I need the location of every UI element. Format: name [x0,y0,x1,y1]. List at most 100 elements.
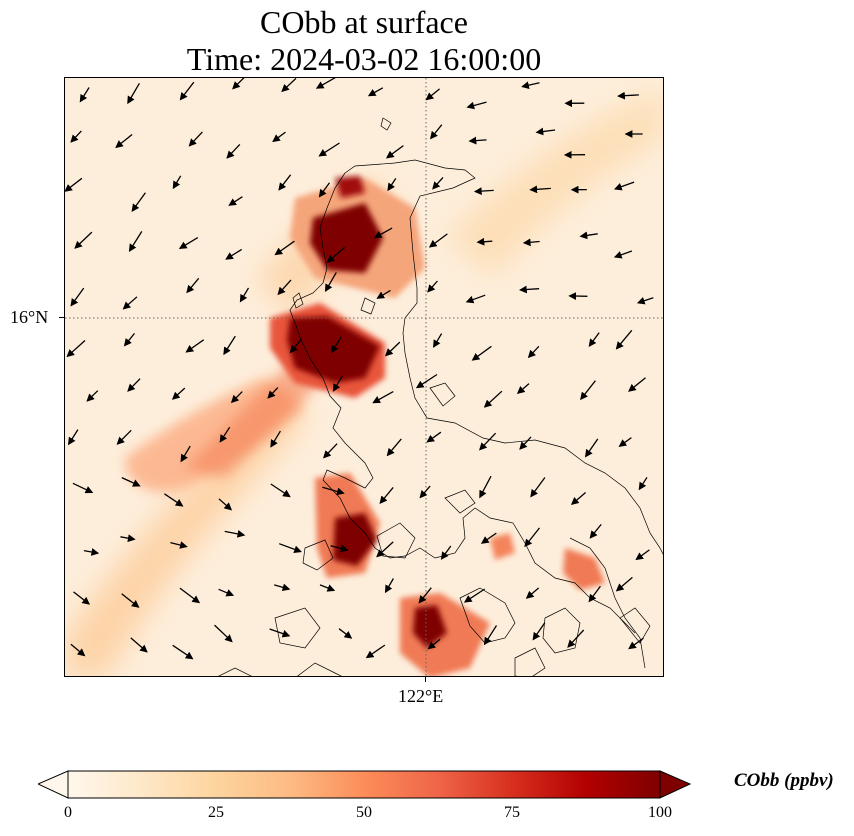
wind-arrow [628,637,644,650]
wind-arrow [425,88,441,101]
lat-tick-label: 16°N [10,307,49,327]
wind-arrow [130,637,148,653]
wind-arrow [613,181,635,191]
wind-arrow [278,543,302,554]
wind-arrow [272,131,286,143]
wind-arrow [330,336,342,354]
wind-arrow [128,231,143,253]
wind-arrow [170,541,188,549]
wind-arrow [225,248,243,260]
wind-arrow [323,443,338,459]
colorbar-extend-max [659,770,692,799]
wind-arrow [521,81,540,89]
colorbar-tick-25: 25 [208,804,224,821]
wind-arrow [584,438,599,458]
wind-arrow [269,628,291,638]
wind-arrow [65,177,83,192]
plume-east-small [490,533,515,560]
wind-arrow [270,483,291,498]
wind-arrow [516,383,530,395]
wind-arrow [483,625,498,646]
wind-arrow [318,142,340,157]
wind-vectors [65,78,654,660]
wind-arrow [529,185,551,194]
wind-arrow [224,530,246,538]
wind-arrow [636,297,654,305]
plume-south2-core [413,605,447,648]
wind-arrow [473,187,494,196]
wind-arrow [121,477,141,487]
wind-arrow [530,477,546,498]
wind-arrow [178,237,199,249]
wind-arrow [427,280,438,293]
wind-arrow [278,174,292,191]
wind-arrow [188,131,203,147]
wind-arrow [532,622,546,641]
wind-arrow [73,591,91,605]
plume-south-core [333,513,377,566]
wind-arrow [527,345,540,359]
wind-arrow [277,279,292,296]
wind-arrow [613,250,633,259]
wind-arrow [179,587,201,604]
plume-east [563,548,605,590]
wind-arrow [120,534,136,542]
wind-arrow [638,476,648,491]
wind-arrow [70,643,86,657]
wind-arrow [230,391,243,404]
colorbar-tick-0: 0 [64,804,72,821]
wind-arrow [172,644,194,660]
wind-arrow [379,486,394,505]
colorbar-extend-min [38,770,69,799]
wind-arrow [466,101,487,110]
wind-arrow [376,289,391,299]
wind-arrow [232,78,245,90]
colorbar-body [67,770,661,799]
wind-arrow [326,247,346,263]
wind-arrow [373,227,393,239]
wind-arrow [289,338,303,354]
wind-arrow [179,81,195,101]
wind-arrow [226,143,241,159]
wind-arrow [567,629,585,648]
wind-arrow [432,176,444,190]
wind-arrow [180,445,191,463]
wind-arrow [480,532,497,544]
wind-arrow [223,335,236,356]
wind-arrow [324,272,337,293]
wind-arrow [618,437,632,447]
wind-arrow [579,231,598,240]
wind-arrow [218,498,233,511]
map-time-title: Time: 2024-03-02 16:00:00 [186,41,542,77]
wind-arrow [86,390,99,402]
wind-arrow [70,130,82,143]
wind-arrow [476,237,493,246]
wind-arrow [338,628,353,639]
wind-arrow [479,432,497,451]
wind-arrow [365,644,386,659]
wind-arrow [322,486,345,496]
wind-arrow [433,333,443,348]
wind-arrow [615,576,633,592]
wind-arrow [72,482,94,494]
wind-arrow [387,178,397,192]
wind-arrow [524,527,541,548]
wind-arrow [68,429,79,446]
wind-arrow [525,587,540,599]
wind-arrow [588,585,601,603]
wind-arrow [186,277,200,294]
wind-arrow [415,373,438,389]
cobb-band-ne [445,88,663,278]
wind-arrow [281,78,297,93]
colorbar [38,770,692,799]
wind-arrow [270,430,281,448]
wind-arrow [386,438,402,457]
wind-arrow [589,523,602,539]
wind-arrow [580,380,596,401]
wind-arrow [228,196,243,206]
wind-arrow [131,192,146,212]
lat-tick-mark [59,317,64,318]
wind-arrow [418,587,432,604]
map-canvas [65,78,663,676]
wind-arrow [274,583,291,592]
